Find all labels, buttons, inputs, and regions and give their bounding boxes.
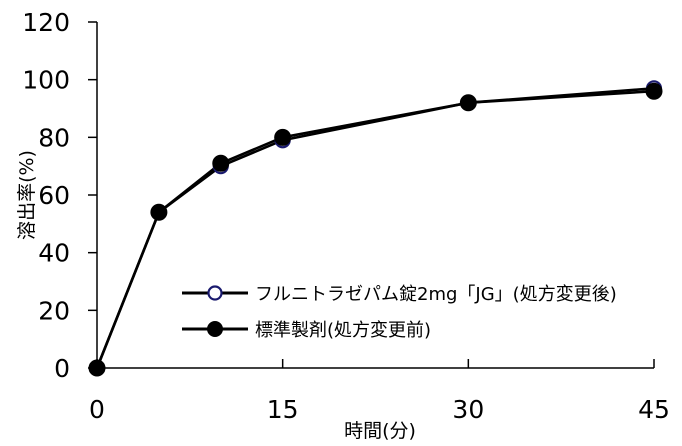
series-lines [95, 87, 655, 369]
legend-label-series-1: フルニトラゼパム錠2mg「JG」(処方変更後) [255, 284, 617, 305]
legend-item-series-2: 標準製剤(処方変更前) [182, 320, 431, 341]
x-tick-label-45: 45 [638, 395, 670, 424]
y-tick-label-60: 60 [38, 181, 70, 210]
x-tick-label-30: 30 [452, 395, 484, 424]
legend: フルニトラゼパム錠2mg「JG」(処方変更後) 標準製剤(処方変更前) [182, 284, 617, 341]
series-points [88, 80, 663, 377]
legend-marker-filled-circle-icon [207, 321, 223, 337]
series-2-point-2 [212, 154, 230, 172]
x-tick-label-0: 0 [89, 395, 105, 424]
y-tick-label-20: 20 [38, 296, 70, 325]
legend-item-series-1: フルニトラゼパム錠2mg「JG」(処方変更後) [182, 284, 617, 305]
legend-label-series-2: 標準製剤(処方変更前) [255, 320, 431, 341]
x-ticks: 0 15 30 45 [89, 359, 670, 424]
y-tick-label-40: 40 [38, 239, 70, 268]
series-2-point-4 [459, 94, 477, 112]
x-tick-label-15: 15 [267, 395, 299, 424]
series-2-point-5 [645, 82, 663, 100]
series-2-point-0 [88, 359, 106, 377]
y-tick-label-120: 120 [22, 8, 70, 37]
y-tick-label-100: 100 [22, 66, 70, 95]
y-tick-label-80: 80 [38, 123, 70, 152]
y-tick-label-0: 0 [54, 354, 70, 383]
series-2-point-3 [274, 128, 292, 146]
y-axis-title: 溶出率(%) [16, 150, 38, 240]
legend-marker-open-circle-icon [207, 285, 223, 301]
y-ticks: 0 20 40 60 80 100 120 [22, 8, 97, 383]
series-2-point-1 [150, 203, 168, 221]
x-axis-title: 時間(分) [344, 420, 416, 442]
series-line-2 [95, 89, 655, 369]
